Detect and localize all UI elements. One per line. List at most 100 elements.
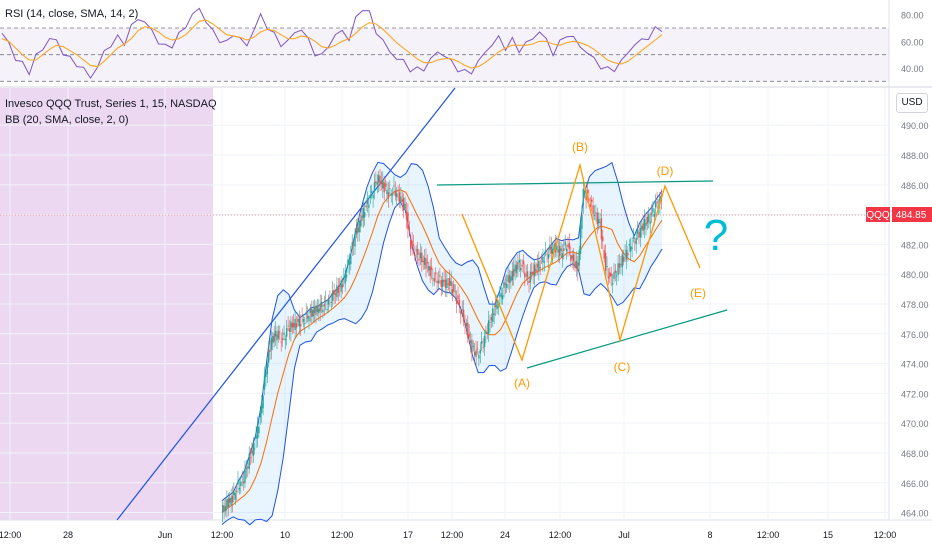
rsi-series-1 <box>1 19 663 69</box>
candle-body <box>433 278 435 282</box>
candle-body <box>471 339 473 354</box>
candle-body <box>329 296 331 298</box>
candle-body <box>295 323 298 328</box>
candle-body <box>542 256 544 263</box>
last-price-tag <box>892 207 932 222</box>
candle-body <box>337 287 339 293</box>
candle-body <box>599 222 601 223</box>
triangle-lower-line[interactable] <box>526 309 728 369</box>
candle-body <box>579 224 582 254</box>
candle-body <box>600 218 603 240</box>
candle-body <box>276 334 278 341</box>
drawn-trendline[interactable] <box>116 87 456 521</box>
candle-body <box>242 481 245 484</box>
candle-body <box>270 337 273 350</box>
candle-body <box>318 308 320 314</box>
candle-body <box>610 273 612 277</box>
candle-body <box>241 476 243 478</box>
question-mark-annotation: ? <box>704 211 728 260</box>
candle-body <box>547 254 550 259</box>
candle-body <box>472 346 474 347</box>
candle-body <box>376 182 378 185</box>
candle-body <box>453 284 455 292</box>
time-tick-label-6: 17 <box>403 530 413 540</box>
time-tick-label-0: 12:00 <box>0 530 21 540</box>
candle-body <box>240 481 242 486</box>
candle-body <box>630 246 632 252</box>
candle-body <box>252 442 254 456</box>
price-grid <box>0 88 889 520</box>
candle-body <box>652 207 654 213</box>
candle-body <box>506 284 508 288</box>
price-tick-label-7: 476.00 <box>901 330 929 340</box>
candle-body <box>371 191 373 193</box>
bb-legend[interactable]: BB (20, SMA, close, 2, 0) <box>5 114 129 126</box>
candle-body <box>230 497 232 506</box>
rsi-legend[interactable]: RSI (14, close, SMA, 14, 2) <box>5 8 139 20</box>
candle-body <box>621 254 623 268</box>
candle-body <box>401 199 403 202</box>
candle-body <box>223 505 225 512</box>
candle-body <box>262 395 264 409</box>
candle-body <box>396 193 398 198</box>
symbol-title[interactable]: Invesco QQQ Trust, Series 1, 15, NASDAQ <box>5 98 217 110</box>
candle-body <box>389 188 391 190</box>
candle-body <box>643 219 646 230</box>
candle-body <box>298 318 300 327</box>
candle-body <box>313 307 316 313</box>
time-tick-label-3: 12:00 <box>211 530 234 540</box>
price-tick-label-1: 488.00 <box>901 151 929 161</box>
candle-body <box>407 212 409 229</box>
candle-body <box>391 194 394 196</box>
candle-body <box>499 295 501 297</box>
candle-body <box>345 274 348 278</box>
candle-body <box>659 196 661 205</box>
candle-body <box>557 249 559 253</box>
candle-body <box>397 190 399 192</box>
time-tick-label-11: 8 <box>707 530 712 540</box>
candle-body <box>457 295 459 300</box>
candle-body <box>467 322 469 338</box>
candle-body <box>405 211 408 220</box>
candle-body <box>426 262 429 264</box>
candle-body <box>341 284 344 288</box>
candle-body <box>330 302 332 303</box>
candle-body <box>274 330 277 337</box>
candle-body <box>565 248 568 252</box>
time-tick-label-4: 10 <box>280 530 290 540</box>
candle-body <box>440 280 442 287</box>
candle-body <box>609 272 611 277</box>
candle-body <box>444 279 447 288</box>
time-tick-label-8: 24 <box>500 530 510 540</box>
candle-body <box>556 245 558 250</box>
time-tick-label-14: 12:00 <box>874 530 897 540</box>
candle-body <box>364 212 366 218</box>
candle-body <box>632 236 635 239</box>
candle-body <box>591 199 593 202</box>
wave-label-b: (B) <box>572 140 588 154</box>
candle-body <box>358 220 360 232</box>
candle-body <box>614 270 617 273</box>
candle-body <box>486 332 488 335</box>
rsi-axis: 80.00 60.00 40.00 <box>901 11 924 74</box>
candle-body <box>273 333 275 342</box>
candle-body <box>545 250 547 252</box>
candle-body <box>492 308 494 322</box>
candle-body <box>494 304 497 308</box>
candle-body <box>549 245 551 250</box>
candle-body <box>606 266 608 267</box>
candle-body <box>531 271 533 274</box>
candle-body <box>326 309 328 310</box>
candle-body <box>526 271 529 278</box>
candle-body <box>300 324 302 327</box>
candle-body <box>561 253 564 259</box>
elliott-wave-path[interactable] <box>461 162 701 362</box>
candle-body <box>425 258 427 269</box>
candle-body <box>465 323 468 326</box>
time-tick-label-2: Jun <box>158 530 173 540</box>
candle-body <box>415 249 417 251</box>
candle-body <box>525 274 527 276</box>
currency-button[interactable]: USD <box>896 93 928 113</box>
